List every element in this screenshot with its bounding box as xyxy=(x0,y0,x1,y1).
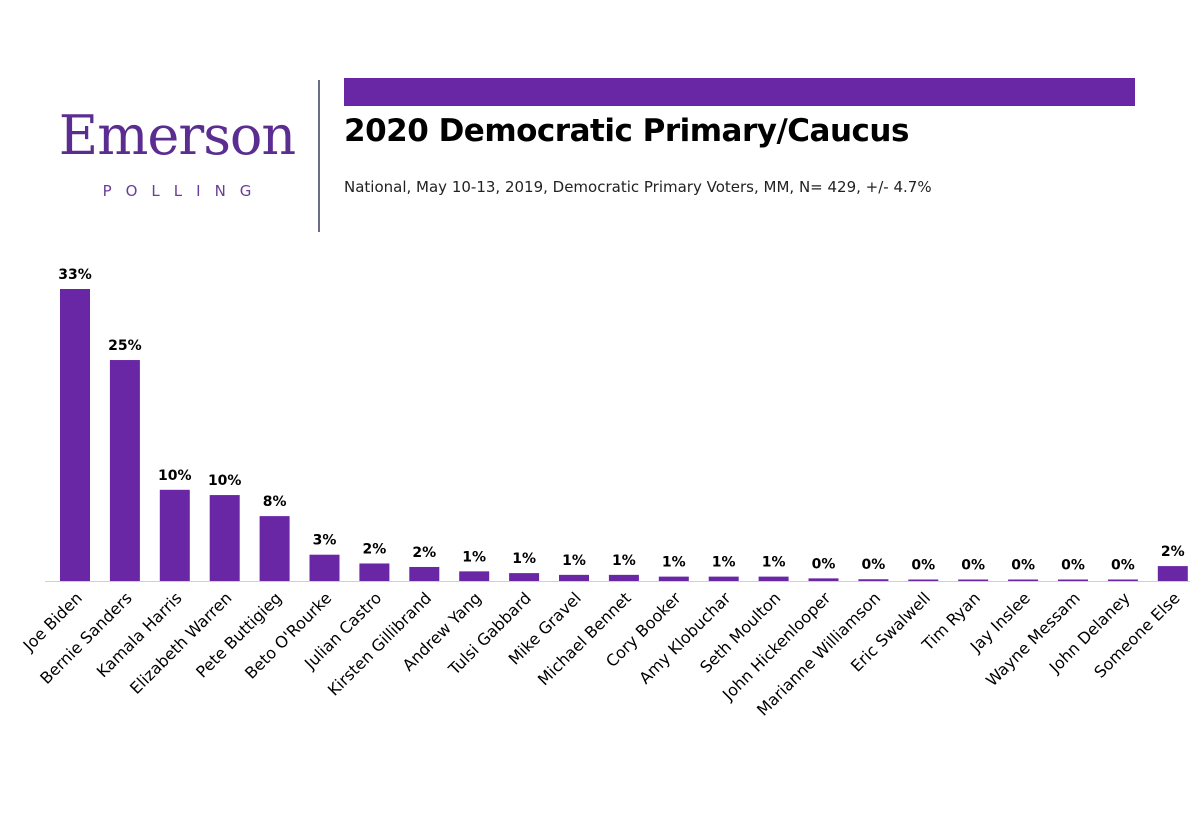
bar xyxy=(509,573,540,581)
bar xyxy=(159,489,190,581)
bar xyxy=(60,289,90,581)
bar-value-label: 2% xyxy=(412,545,436,561)
bar-value-label: 0% xyxy=(961,558,985,574)
bar-value-label: 1% xyxy=(662,555,686,571)
bar xyxy=(958,579,989,581)
bar-value-label: 0% xyxy=(1111,558,1135,574)
bar-value-label: 10% xyxy=(158,468,192,484)
category-tick-label: Someone Else xyxy=(1090,588,1183,681)
bar-value-label: 2% xyxy=(363,541,387,557)
bar-value-label: 1% xyxy=(462,549,486,565)
bar-value-label: 0% xyxy=(911,558,935,574)
bar xyxy=(1157,566,1188,581)
bar-value-label: 1% xyxy=(612,553,636,569)
bar xyxy=(658,576,689,581)
bar-value-label: 0% xyxy=(862,557,886,573)
bar xyxy=(359,563,390,581)
bar-value-label: 3% xyxy=(313,533,337,549)
bar xyxy=(109,360,140,581)
bar-value-label: 1% xyxy=(562,553,586,569)
category-tick-label: Pete Buttigieg xyxy=(192,588,285,681)
bar xyxy=(758,576,789,581)
category-tick-label: Amy Klobuchar xyxy=(635,588,735,688)
bar xyxy=(309,554,340,581)
logo-wordmark: Emerson xyxy=(58,104,296,167)
bar-value-label: 1% xyxy=(762,555,786,571)
bar xyxy=(1058,579,1088,581)
bar xyxy=(259,516,290,581)
category-tick-label: Beto O'Rourke xyxy=(241,588,335,682)
bar xyxy=(459,571,490,581)
bar-value-label: 2% xyxy=(1161,544,1185,560)
bar-value-label: 0% xyxy=(1061,558,1085,574)
chart-title: 2020 Democratic Primary/Caucus xyxy=(344,113,909,149)
bar xyxy=(1008,579,1039,581)
bar-value-label: 25% xyxy=(108,338,142,354)
category-tick-label: Kamala Harris xyxy=(93,588,186,681)
bar xyxy=(559,574,589,581)
category-tick-label: Bernie Sanders xyxy=(36,588,135,687)
bar xyxy=(409,566,440,581)
bar-value-label: 33% xyxy=(58,267,92,283)
chart-subtitle: National, May 10-13, 2019, Democratic Pr… xyxy=(344,178,932,196)
bar xyxy=(608,574,639,581)
bar xyxy=(1107,579,1138,581)
bar xyxy=(858,579,889,581)
bar xyxy=(808,578,839,581)
bar-value-label: 1% xyxy=(512,551,536,567)
logo-subtitle: POLLING xyxy=(102,182,266,200)
header-divider xyxy=(318,80,320,232)
bar-value-label: 8% xyxy=(263,494,287,510)
bar xyxy=(209,495,240,581)
bar xyxy=(908,579,939,581)
header-accent-bar xyxy=(344,78,1135,106)
bar-value-label: 10% xyxy=(208,473,242,489)
bar-value-label: 0% xyxy=(1011,558,1035,574)
bar-value-label: 1% xyxy=(712,555,736,571)
bar xyxy=(708,576,739,581)
bar-value-label: 0% xyxy=(812,556,836,572)
